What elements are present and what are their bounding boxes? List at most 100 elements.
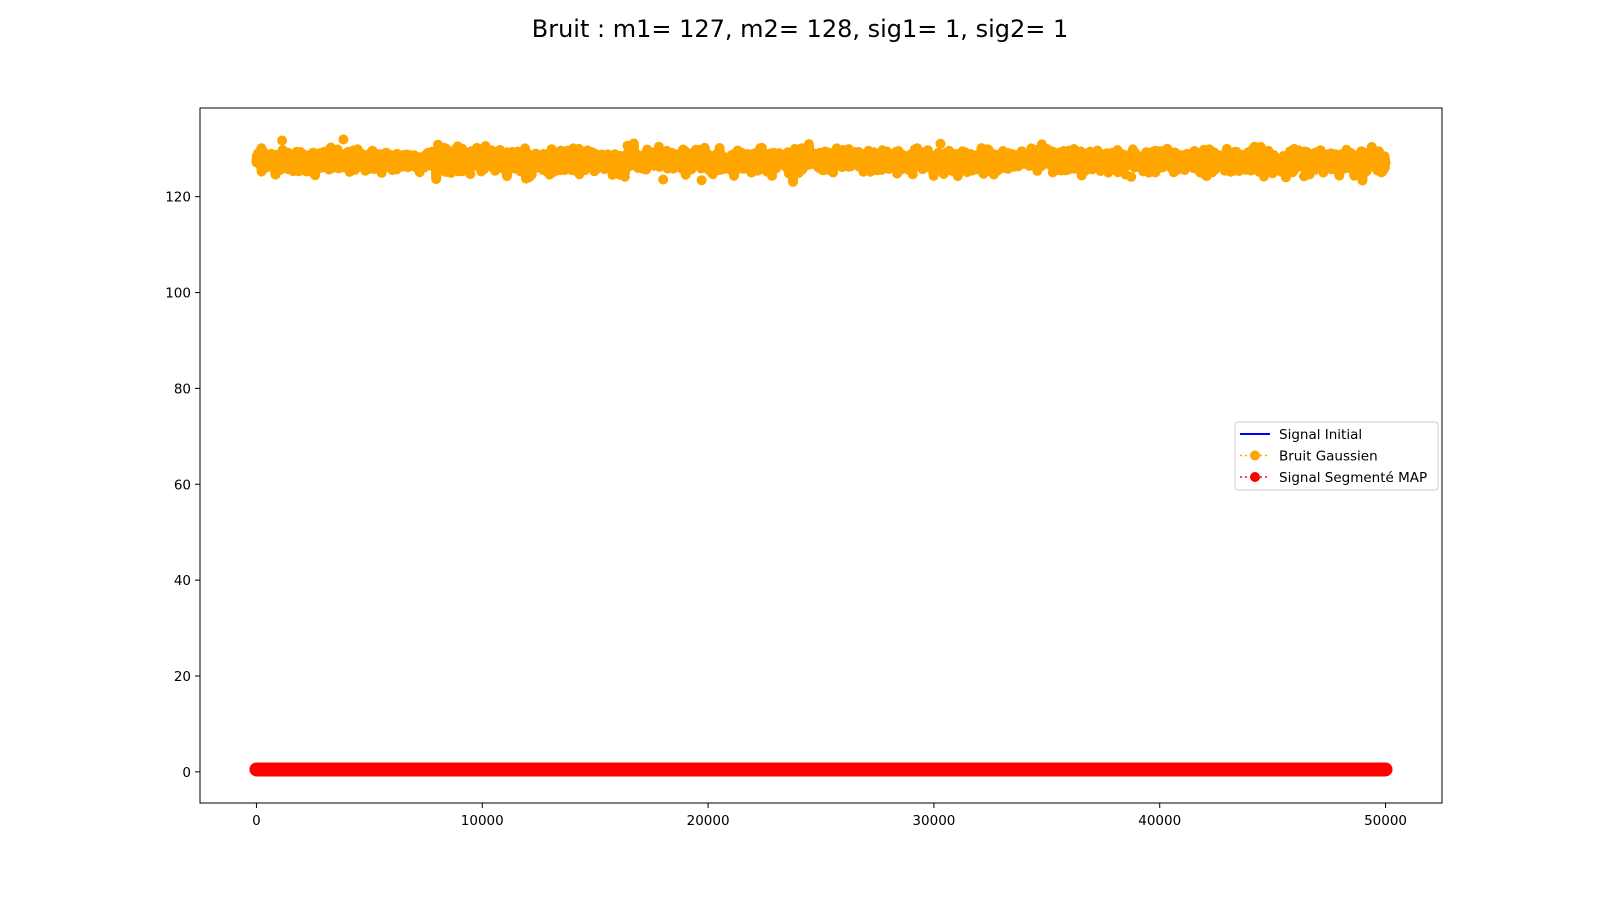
noise-point [610, 155, 621, 166]
noise-point [1189, 146, 1200, 156]
noise-point [788, 148, 799, 159]
noise-point [300, 160, 311, 171]
noise-point [968, 152, 979, 163]
noise-point [566, 155, 576, 166]
noise-point [607, 169, 618, 180]
noise-point [1165, 162, 1176, 173]
noise-point [576, 148, 587, 159]
noise-point [435, 161, 446, 171]
noise-point [504, 162, 515, 173]
noise-point [1304, 157, 1315, 168]
noise-point [1235, 164, 1246, 175]
noise-point [893, 146, 904, 156]
noise-point [256, 148, 267, 159]
noise-point [912, 160, 923, 171]
noise-point [1076, 170, 1087, 181]
x-tick-label: 40000 [1138, 813, 1181, 829]
noise-point [1042, 144, 1053, 155]
noise-point [718, 157, 729, 168]
noise-point [830, 157, 841, 168]
noise-point [645, 155, 656, 166]
noise-point [653, 155, 664, 166]
noise-point [1065, 158, 1076, 169]
y-tick-label: 80 [174, 381, 191, 397]
noise-point [983, 156, 994, 166]
noise-point [458, 158, 469, 169]
legend: Signal Initial Bruit Gaussien Signal Segme… [1234, 421, 1439, 491]
noise-point [1003, 163, 1013, 174]
noise-point [1372, 165, 1383, 176]
noise-point [596, 149, 607, 160]
noise-point [1121, 156, 1132, 167]
series-signal-segmente-map [249, 762, 1393, 777]
noise-point [365, 148, 376, 159]
noise-point [764, 149, 775, 160]
noise-point [1208, 147, 1219, 158]
legend-entry: Signal Segmenté MAP [1240, 470, 1427, 486]
noise-point [1185, 156, 1196, 167]
noise-point [1146, 162, 1157, 173]
noise-point [811, 151, 821, 162]
plot-area [249, 134, 1393, 777]
noise-point [284, 159, 295, 170]
noise-point [671, 149, 682, 160]
noise-point [1341, 157, 1352, 168]
noise-point [403, 152, 414, 163]
noise-point [556, 153, 566, 164]
noise-point [870, 153, 881, 164]
noise-point [897, 157, 907, 168]
noise-point [1182, 148, 1192, 159]
noise-point [1221, 143, 1232, 154]
y-tick-label: 60 [174, 477, 191, 493]
noise-point [701, 161, 711, 172]
noise-point [1243, 157, 1253, 168]
noise-point [1268, 154, 1279, 165]
noise-point [1092, 155, 1103, 166]
plot-frame [199, 107, 1443, 804]
noise-point [1050, 164, 1061, 175]
y-tick-label: 40 [174, 573, 191, 589]
legend-label: Signal Initial [1279, 427, 1362, 443]
noise-point [1363, 154, 1374, 165]
noise-point [485, 159, 496, 170]
noise-point [344, 151, 355, 161]
noise-point [856, 162, 867, 173]
noise-point [1016, 146, 1027, 157]
noise-point [1167, 154, 1178, 164]
chart-title: Bruit : m1= 127, m2= 128, sig1= 1, sig2=… [532, 15, 1069, 43]
noise-point [1194, 162, 1205, 173]
noise-point [277, 135, 288, 146]
noise-point [714, 165, 725, 176]
legend-entry: Signal Initial [1240, 427, 1362, 443]
legend-marker-swatch [1250, 450, 1260, 461]
noise-point [622, 140, 633, 151]
noise-point [877, 145, 888, 156]
noise-point [633, 155, 644, 166]
noise-point [912, 143, 923, 154]
noise-point [933, 156, 944, 167]
noise-point [979, 146, 990, 157]
noise-point [938, 169, 949, 179]
noise-point [620, 156, 631, 166]
noise-point [760, 157, 770, 168]
noise-point [1351, 150, 1362, 161]
noise-point [896, 164, 907, 175]
noise-point [1074, 157, 1085, 168]
noise-point [1002, 155, 1013, 166]
noise-point [967, 165, 977, 176]
noise-point [262, 160, 273, 171]
noise-point [1299, 171, 1309, 182]
noise-point [658, 174, 669, 185]
noise-point [338, 134, 349, 145]
legend-entry: Bruit Gaussien [1240, 449, 1378, 465]
noise-point [265, 152, 276, 163]
x-tick-label: 50000 [1364, 813, 1407, 829]
noise-point [379, 150, 390, 161]
noise-point [458, 151, 469, 162]
noise-point [856, 151, 866, 162]
noise-point [696, 175, 707, 186]
noise-point [272, 163, 283, 174]
noise-point [952, 169, 963, 180]
